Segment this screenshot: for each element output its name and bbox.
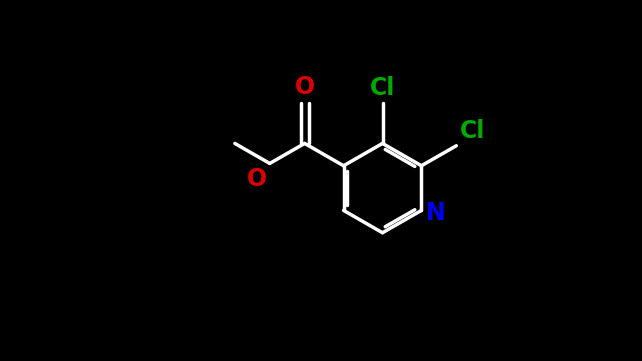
Text: O: O: [295, 75, 315, 99]
Text: O: O: [247, 166, 266, 191]
Text: Cl: Cl: [460, 119, 485, 143]
Text: Cl: Cl: [370, 76, 395, 100]
Text: N: N: [426, 201, 446, 226]
